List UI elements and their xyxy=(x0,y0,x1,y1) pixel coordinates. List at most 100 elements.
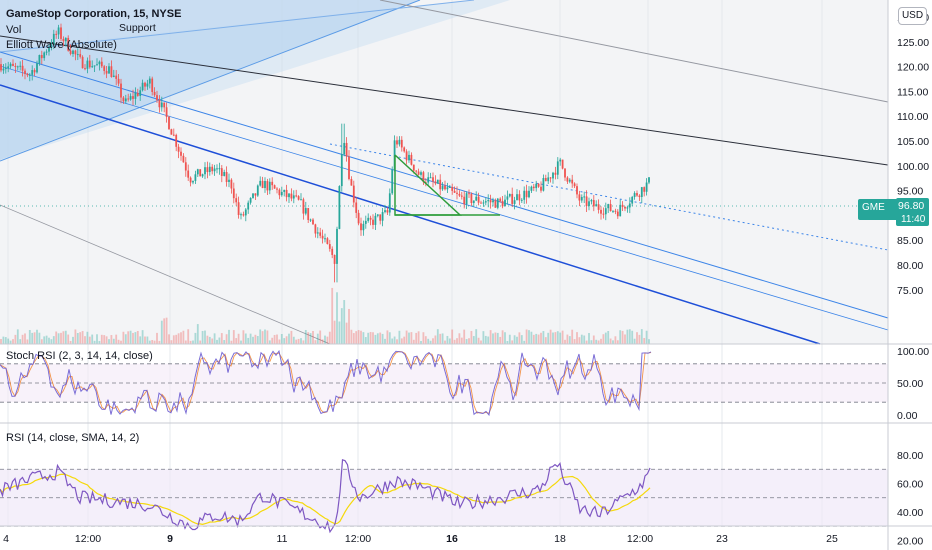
symbol-title[interactable]: GameStop Corporation, 15, NYSE xyxy=(6,8,182,20)
volume-bar xyxy=(79,332,82,344)
candle-body xyxy=(187,170,190,178)
candle-body xyxy=(576,186,578,195)
rsi-label[interactable]: RSI (14, close, SMA, 14, 2) xyxy=(6,432,140,444)
time-axis-tick: 25 xyxy=(826,533,838,545)
volume-bar xyxy=(333,320,336,344)
elliott-wave-label[interactable]: Elliott Wave (Absolute) xyxy=(6,39,117,51)
volume-bar xyxy=(391,338,394,344)
volume-bar xyxy=(290,330,293,344)
overlay-drawings[interactable] xyxy=(394,154,500,216)
volume-bar xyxy=(506,340,509,344)
volume-indicator-label[interactable]: Vol xyxy=(6,24,22,36)
volume-bar xyxy=(98,340,101,344)
volume-bar xyxy=(218,337,221,344)
volume-bar xyxy=(535,333,538,344)
candle-body xyxy=(271,181,274,186)
volume-bar xyxy=(410,332,413,344)
volume-bar xyxy=(516,336,518,344)
volume-bar xyxy=(285,336,288,344)
volume-bar xyxy=(578,337,581,344)
candle-body xyxy=(225,172,228,182)
candle-body xyxy=(295,195,298,197)
candle-body xyxy=(350,179,353,186)
candle-body xyxy=(74,50,77,55)
candle-body xyxy=(129,96,132,100)
volume-bar xyxy=(100,334,103,344)
volume-bar xyxy=(549,329,552,344)
volume-bar xyxy=(636,332,638,344)
candle-body xyxy=(489,200,492,203)
volume-bar xyxy=(105,336,108,344)
time-axis-tick: 18 xyxy=(554,533,566,545)
volume-bar xyxy=(67,334,70,344)
volume-bar xyxy=(132,332,134,344)
volume-bar xyxy=(288,333,290,344)
candle-body xyxy=(636,193,638,196)
volume-bar xyxy=(81,331,84,344)
time-axis[interactable]: 4 12:00 9 11 12:00 16 18 12:00 23 25 xyxy=(3,533,838,545)
volume-bar xyxy=(117,339,120,344)
volume-bar xyxy=(520,335,523,344)
drawings[interactable] xyxy=(0,0,889,345)
volume-bar xyxy=(643,337,646,344)
volume-bar xyxy=(542,331,545,344)
volume-bar xyxy=(28,329,31,344)
candle-body xyxy=(396,140,398,145)
currency-badge[interactable]: USD xyxy=(898,7,927,25)
volume-bar xyxy=(55,331,58,344)
candle-body xyxy=(110,66,113,77)
rsi-signal-line xyxy=(0,473,651,525)
candle-body xyxy=(249,197,252,203)
volume-bar xyxy=(50,339,53,344)
stoch-rsi-label[interactable]: Stoch RSI (2, 3, 14, 14, close) xyxy=(6,350,153,362)
volume-bar xyxy=(408,332,410,344)
candle-body xyxy=(532,186,535,189)
candle-body xyxy=(432,177,434,182)
candle-body xyxy=(52,33,55,45)
volume-bar xyxy=(444,340,446,344)
rsi-pane[interactable] xyxy=(0,459,888,534)
candle-body xyxy=(103,66,106,71)
candle-body xyxy=(422,172,425,183)
volume-bar xyxy=(328,331,331,344)
volume-bar xyxy=(436,329,439,344)
candle-body xyxy=(578,194,581,201)
candle-body xyxy=(398,139,401,145)
volume-bar xyxy=(588,333,590,344)
time-axis-tick: 9 xyxy=(167,533,173,545)
volume-bar xyxy=(451,329,454,344)
volume-bar xyxy=(4,337,7,344)
candle-body xyxy=(348,156,350,180)
volume-bar xyxy=(564,339,566,344)
volume-bar xyxy=(331,287,334,344)
price-axis[interactable]: 75.0080.0085.0090.0095.00100.00105.00110… xyxy=(897,12,929,548)
candle-body xyxy=(410,154,413,165)
volume-bar xyxy=(302,340,305,344)
candle-body xyxy=(21,65,24,71)
candle-body xyxy=(247,202,250,210)
volume-bar xyxy=(508,334,511,344)
volume-bar xyxy=(244,333,247,344)
candle-body xyxy=(232,188,235,199)
stoch-rsi-pane[interactable] xyxy=(0,349,888,417)
volume-bar xyxy=(612,340,614,344)
volume-bar xyxy=(523,340,526,344)
volume-bar xyxy=(595,339,598,344)
candle-body xyxy=(607,204,610,209)
volume-bar xyxy=(252,336,254,344)
volume-bar xyxy=(220,333,223,344)
volume-bar xyxy=(175,334,178,344)
candle-body xyxy=(554,172,557,175)
candle-body xyxy=(463,196,466,205)
volume-bar xyxy=(355,331,358,344)
candle-body xyxy=(477,196,480,203)
candle-body xyxy=(508,193,511,197)
volume-bar xyxy=(492,333,494,344)
volume-bar xyxy=(33,332,36,344)
candle-body xyxy=(475,196,478,201)
candle-body xyxy=(98,61,101,65)
candle-body xyxy=(468,193,470,195)
candle-body xyxy=(136,92,139,96)
volume-bar xyxy=(571,329,574,344)
